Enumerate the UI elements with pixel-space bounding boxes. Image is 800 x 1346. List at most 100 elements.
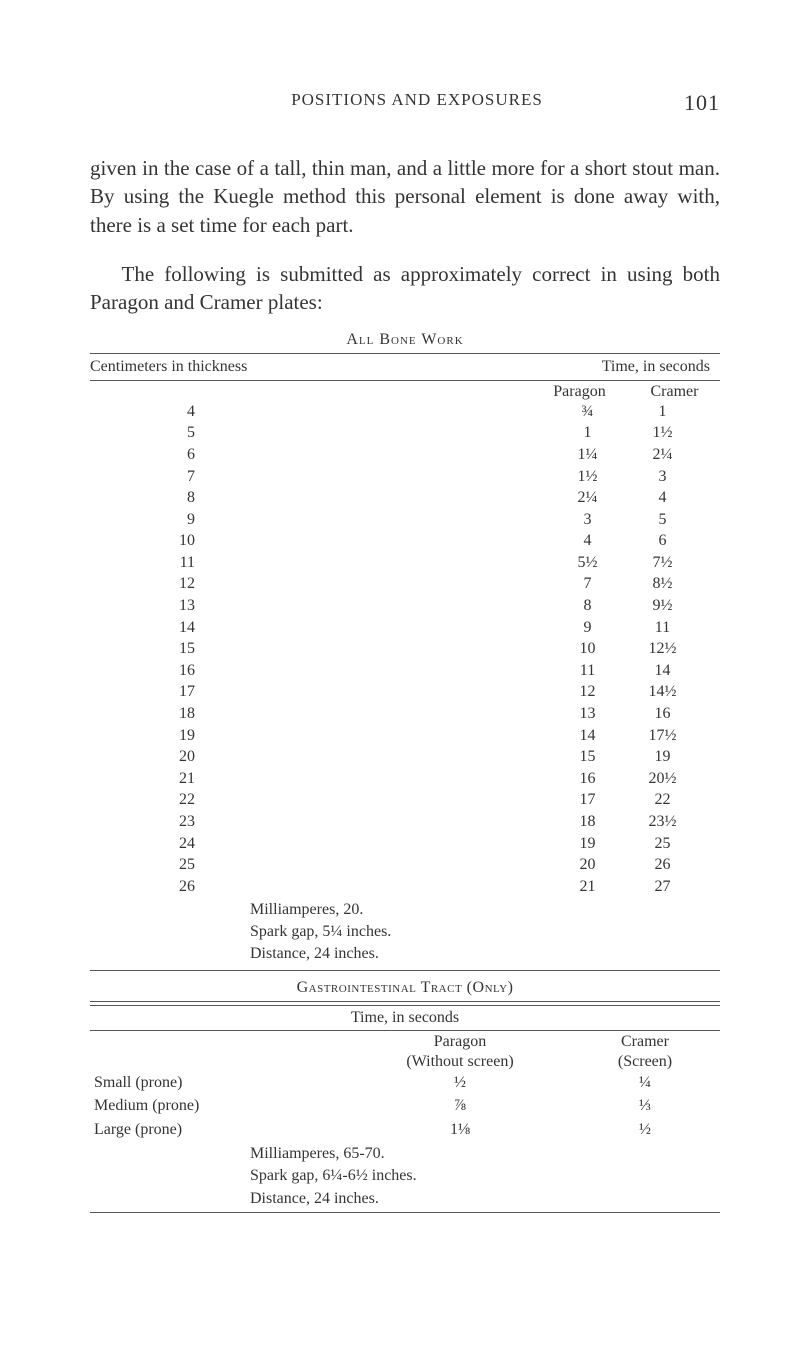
cell-cm: 7 xyxy=(90,466,195,488)
cell-paragon: 8 xyxy=(550,595,625,617)
cell-paragon: 10 xyxy=(550,638,625,660)
cell-paragon: 11 xyxy=(550,660,625,682)
cell-paragon: 19 xyxy=(550,833,625,855)
cell-cm: 24 xyxy=(90,833,195,855)
cell-cramer: 9½ xyxy=(625,595,700,617)
cell-cm: 25 xyxy=(90,854,195,876)
running-title: POSITIONS AND EXPOSURES xyxy=(150,90,684,116)
table1-col-cramer: Cramer xyxy=(637,383,712,401)
table-row: 1046 xyxy=(90,530,720,552)
cell-cramer: 8½ xyxy=(625,573,700,595)
table-row: 15 1012½ xyxy=(90,638,720,660)
cell-paragon: 21 xyxy=(550,876,625,898)
table2-note: Milliamperes, 65-70. xyxy=(250,1143,720,1165)
cell-cm: 11 xyxy=(90,552,195,574)
table2-note: Distance, 24 inches. xyxy=(250,1188,720,1210)
table-row: 252026 xyxy=(90,854,720,876)
cell-paragon: 4 xyxy=(550,530,625,552)
cell-paragon: 17 xyxy=(550,789,625,811)
cell-cm: 17 xyxy=(90,681,195,703)
table-row: 9 35 xyxy=(90,509,720,531)
cell-paragon: 15 xyxy=(550,746,625,768)
cell-cm: 23 xyxy=(90,811,195,833)
cell-paragon: 14 xyxy=(550,725,625,747)
cell-cramer: 25 xyxy=(625,833,700,855)
cell-paragon: ¾ xyxy=(550,401,625,423)
cell-cramer: 2¼ xyxy=(625,444,700,466)
table-row: 24 1925 xyxy=(90,833,720,855)
table-row: Small (prone)½¼ xyxy=(90,1071,720,1094)
rule xyxy=(90,1212,720,1213)
cell-cramer: 11 xyxy=(625,617,700,639)
cell-paragon: 12 xyxy=(550,681,625,703)
cell-cramer: 14 xyxy=(625,660,700,682)
cell-cramer: 19 xyxy=(625,746,700,768)
rule xyxy=(90,970,720,971)
table2-col-paragon-sub: (Without screen) xyxy=(350,1053,570,1071)
cell-cramer: 27 xyxy=(625,876,700,898)
table1-notes: Milliamperes, 20.Spark gap, 5¼ inches.Di… xyxy=(90,899,720,964)
cell-cm: 12 xyxy=(90,573,195,595)
table-row: 115½7½ xyxy=(90,552,720,574)
cell-paragon: 20 xyxy=(550,854,625,876)
table-row: 18 1316 xyxy=(90,703,720,725)
table2-col-paragon: Paragon xyxy=(350,1033,570,1051)
table-row: 171214½ xyxy=(90,681,720,703)
table-row: 21 1620½ xyxy=(90,768,720,790)
table2-col-cramer-sub: (Screen) xyxy=(570,1053,720,1071)
paragraph-2: The following is submitted as approximat… xyxy=(90,260,720,317)
cell-paragon: 1 xyxy=(550,422,625,444)
cell-cramer: 20½ xyxy=(625,768,700,790)
table-row: 221722 xyxy=(90,789,720,811)
cell-cm: 15 xyxy=(90,638,195,660)
cell-cramer: 1 xyxy=(625,401,700,423)
rule xyxy=(90,1005,720,1006)
table-row: 19 1417½ xyxy=(90,725,720,747)
cell-cm: 18 xyxy=(90,703,195,725)
table2-note: Spark gap, 6¼-6½ inches. xyxy=(250,1165,720,1187)
cell-cm: 13 xyxy=(90,595,195,617)
cell-cramer: 23½ xyxy=(625,811,700,833)
rule xyxy=(90,1030,720,1031)
table-row: 511½ xyxy=(90,422,720,444)
cell-cramer: 16 xyxy=(625,703,700,725)
cell-cramer: 5 xyxy=(625,509,700,531)
table2-superheader: Time, in seconds xyxy=(90,1009,720,1027)
table-row: 231823½ xyxy=(90,811,720,833)
table1-title: All Bone Work xyxy=(90,331,720,349)
table-row: 4 ¾1 xyxy=(90,401,720,423)
cell-cm: 6 xyxy=(90,444,195,466)
cell-cramer: 4 xyxy=(625,487,700,509)
cell-paragon: 1⅛ xyxy=(350,1118,570,1141)
table-row: 201519 xyxy=(90,746,720,768)
table1-header-right: Time, in seconds xyxy=(602,358,720,376)
cell-cramer: 1½ xyxy=(625,422,700,444)
cell-cm: 26 xyxy=(90,876,195,898)
table-row: 14 911 xyxy=(90,617,720,639)
cell-paragon: 13 xyxy=(550,703,625,725)
cell-cramer: 12½ xyxy=(625,638,700,660)
table-row: 12 78½ xyxy=(90,573,720,595)
cell-paragon: 9 xyxy=(550,617,625,639)
table2-title: Gastrointestinal Tract (Only) xyxy=(90,979,720,997)
table-row: Medium (prone)⅞⅓ xyxy=(90,1094,720,1117)
cell-label: Large (prone) xyxy=(90,1118,350,1141)
cell-cm: 14 xyxy=(90,617,195,639)
cell-cramer: 7½ xyxy=(625,552,700,574)
cell-cm: 9 xyxy=(90,509,195,531)
cell-cramer: ½ xyxy=(570,1118,720,1141)
cell-cramer: ¼ xyxy=(570,1071,720,1094)
cell-cramer: 17½ xyxy=(625,725,700,747)
cell-paragon: 7 xyxy=(550,573,625,595)
cell-cm: 4 xyxy=(90,401,195,423)
cell-cm: 21 xyxy=(90,768,195,790)
cell-cm: 22 xyxy=(90,789,195,811)
cell-cm: 19 xyxy=(90,725,195,747)
cell-paragon: 3 xyxy=(550,509,625,531)
cell-paragon: 16 xyxy=(550,768,625,790)
table-row: Large (prone)1⅛½ xyxy=(90,1118,720,1141)
cell-paragon: ⅞ xyxy=(350,1094,570,1117)
table-row: 13 89½ xyxy=(90,595,720,617)
cell-cramer: 6 xyxy=(625,530,700,552)
rule xyxy=(90,353,720,354)
